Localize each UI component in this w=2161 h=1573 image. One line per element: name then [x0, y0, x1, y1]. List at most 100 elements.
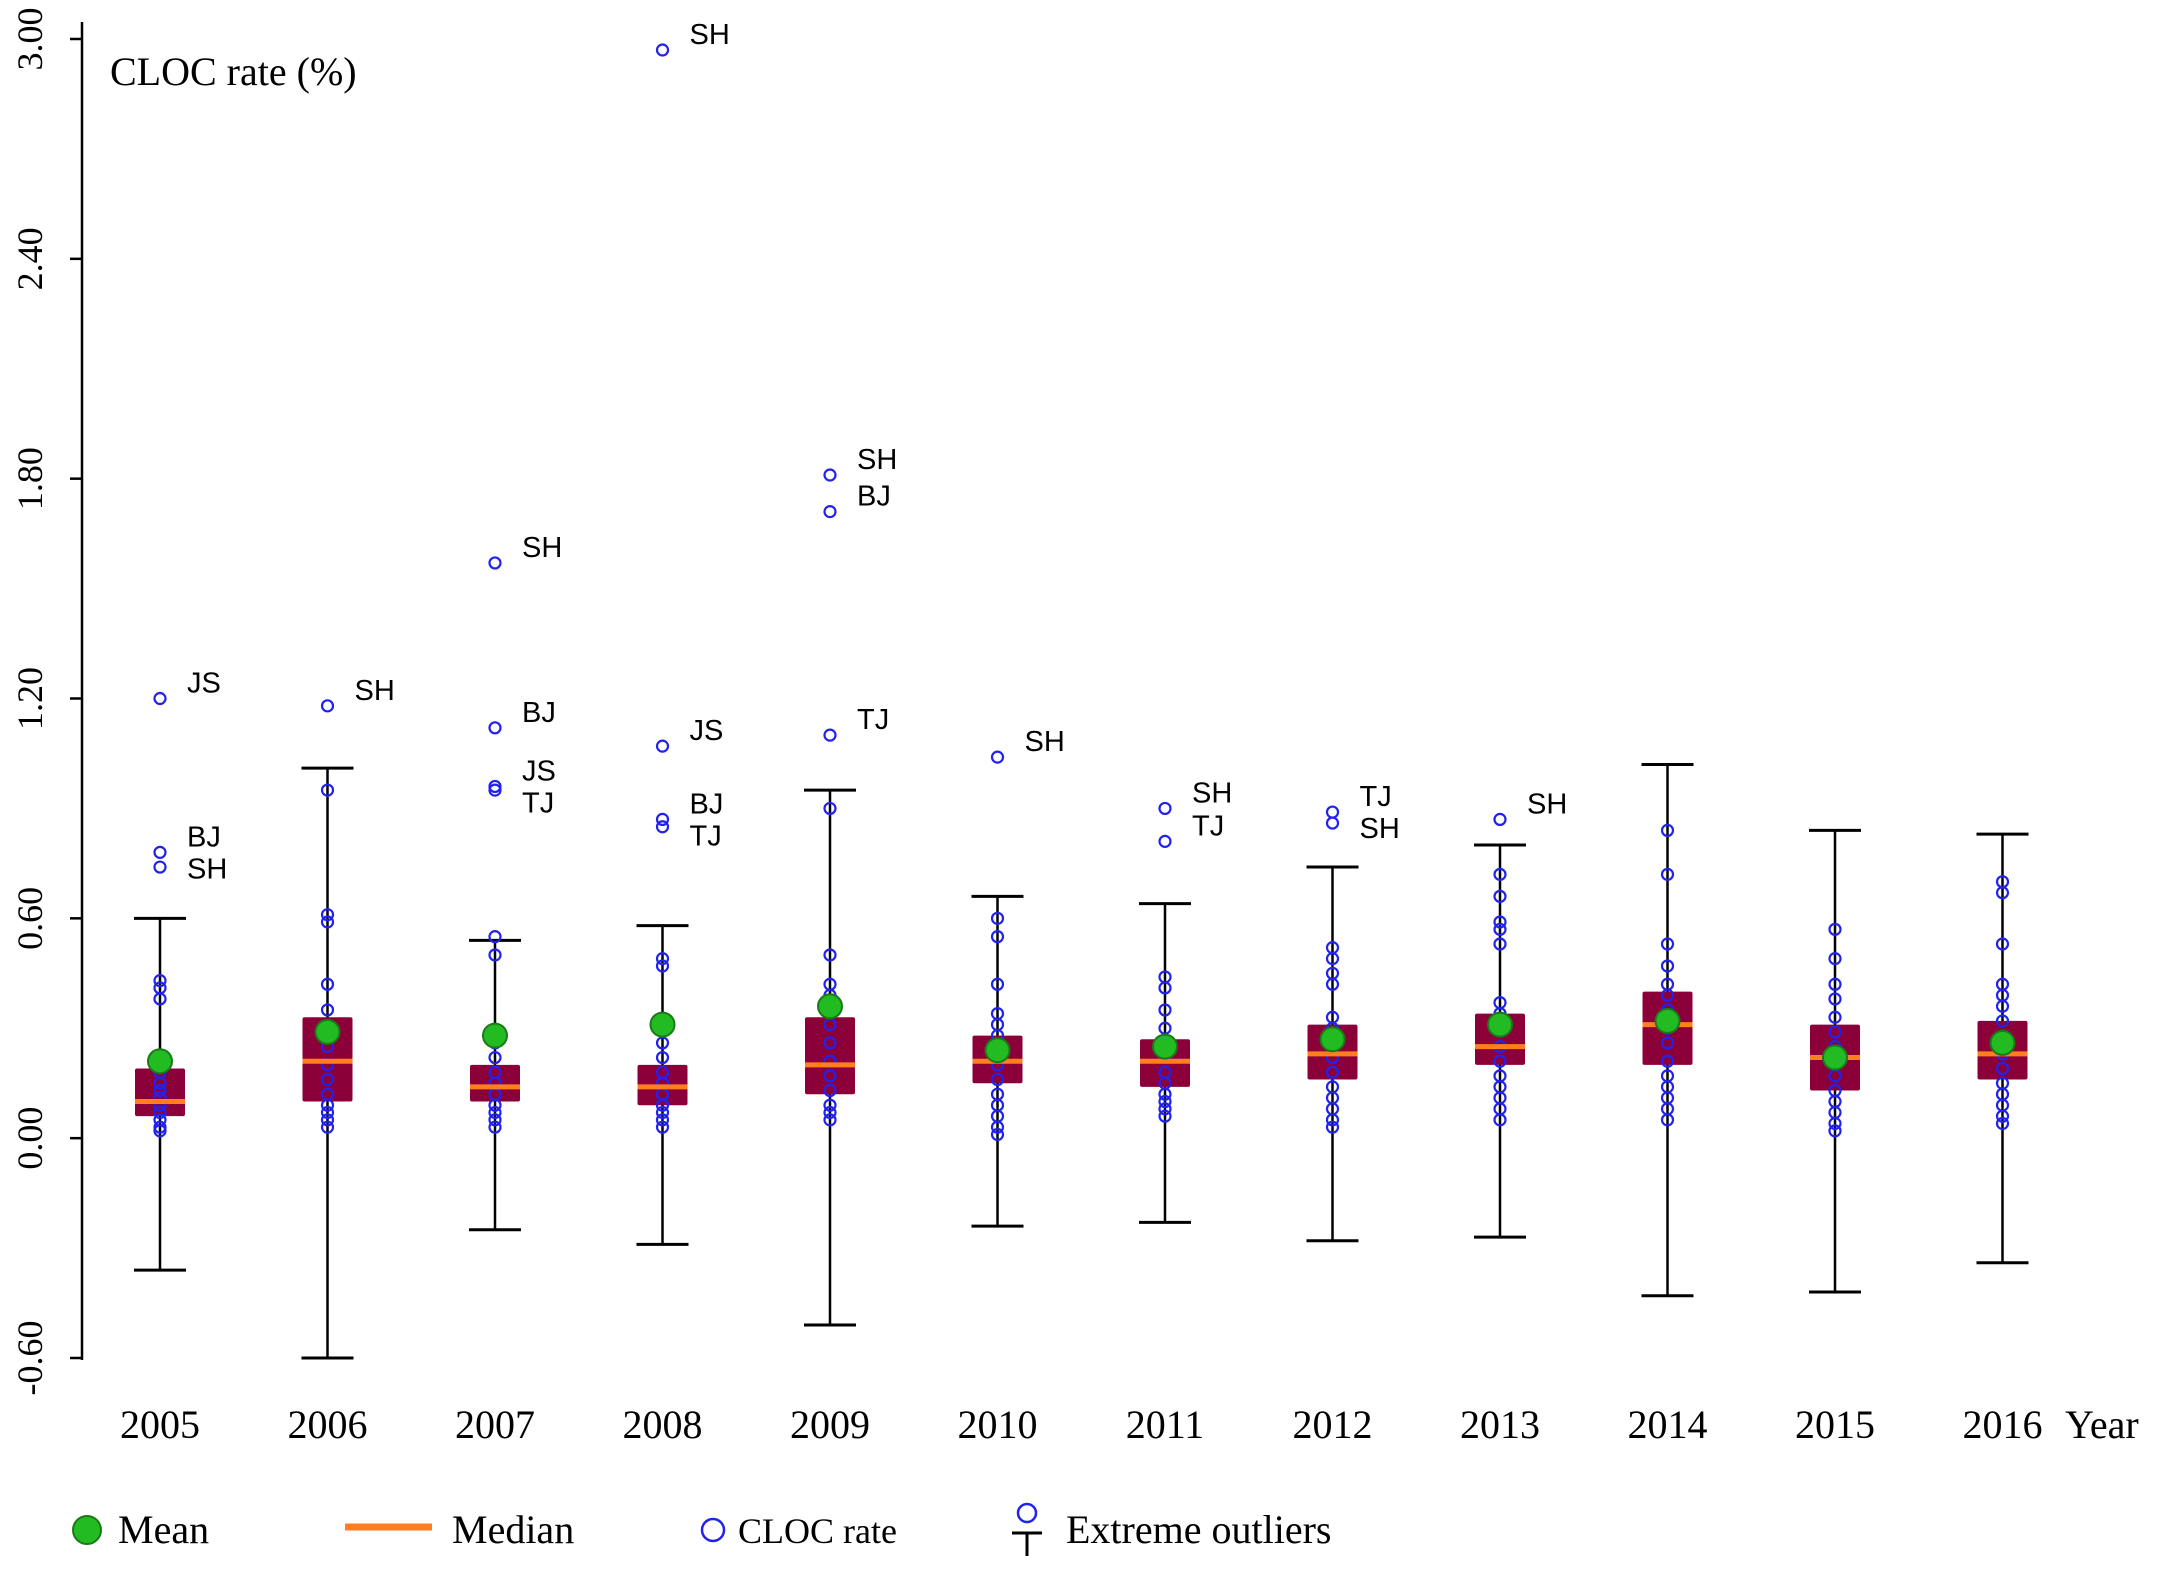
cloc-point	[655, 1065, 670, 1079]
mean-marker	[1654, 1007, 1681, 1034]
cloc-point	[990, 1127, 1005, 1142]
y-tick-label: 3.00	[10, 8, 50, 71]
cloc-point	[655, 1113, 670, 1127]
cloc-point	[1493, 922, 1507, 936]
cloc-point	[1995, 977, 2010, 991]
legend-median-label: Median	[452, 1507, 574, 1552]
cloc-point	[655, 959, 670, 973]
y-tick-label: 0.60	[10, 887, 50, 950]
cloc-point	[990, 1087, 1005, 1101]
cloc-point	[823, 1083, 837, 1098]
extreme-outlier-point	[1325, 816, 1340, 830]
cloc-point	[320, 1113, 335, 1127]
x-tick-label: 2005	[120, 1402, 200, 1447]
extreme-outlier-point	[655, 739, 670, 753]
cloc-point	[153, 1113, 167, 1127]
cloc-point	[320, 915, 335, 929]
cloc-point	[1493, 996, 1507, 1010]
cloc-point	[1158, 970, 1172, 984]
outlier-label: SH	[857, 444, 897, 476]
extreme-outlier-point	[655, 820, 670, 834]
cloc-point	[1828, 922, 1842, 936]
cloc-point	[823, 948, 837, 962]
extreme-outlier-point	[990, 750, 1005, 764]
cloc-point	[1995, 937, 2010, 951]
iqr-box	[470, 1064, 520, 1102]
outlier-label: TJ	[522, 787, 554, 819]
extreme-outlier-point	[488, 783, 502, 797]
x-tick-label: 2011	[1126, 1402, 1205, 1447]
cloc-point	[823, 1105, 837, 1120]
cloc-point	[1995, 1076, 2010, 1090]
x-tick-label: 2007	[455, 1402, 535, 1447]
outlier-label: SH	[1527, 788, 1567, 820]
cloc-point	[1828, 1083, 1842, 1098]
cloc-point	[990, 911, 1005, 925]
cloc-point	[1493, 867, 1507, 881]
extreme-outlier-point	[488, 556, 502, 570]
extreme-outlier-point	[655, 43, 670, 57]
outlier-label: JS	[522, 755, 556, 787]
cloc-point	[320, 977, 335, 991]
cloc-point	[1995, 875, 2010, 889]
x-tick-label: 2012	[1293, 1402, 1373, 1447]
outlier-label: BJ	[857, 481, 891, 513]
cloc-point	[488, 948, 502, 962]
cloc-point	[655, 952, 670, 966]
outlier-label: SH	[355, 675, 395, 707]
x-tick-label: 2015	[1795, 1402, 1875, 1447]
cloc-point	[320, 1072, 335, 1087]
cloc-point	[320, 1120, 335, 1134]
mean-marker	[482, 1022, 508, 1049]
cloc-point	[1660, 977, 1675, 991]
cloc-point	[1493, 889, 1507, 903]
outlier-label: SH	[1192, 777, 1232, 809]
y-tick-layer: 3.00 2.40 1.80 1.20 0.60 0.00 -0.60	[10, 8, 82, 1396]
x-tick-label: 2010	[958, 1402, 1038, 1447]
legend-mean-marker	[72, 1515, 102, 1545]
mean-marker	[314, 1018, 341, 1045]
cloc-point	[823, 801, 837, 816]
cloc-point	[655, 1105, 670, 1120]
whisker-layer	[134, 762, 2029, 1360]
cloc-point	[1828, 977, 1842, 991]
y-tick-label: 2.40	[10, 227, 50, 290]
x-tick-layer: 2005 2006 2007 2008 2009 2010 2011 2012 2013 2014…	[120, 1402, 2043, 1447]
cloc-point	[488, 1050, 502, 1065]
cloc-point	[1660, 1036, 1675, 1050]
cloc-point	[1493, 1054, 1507, 1068]
mean-marker	[1152, 1033, 1178, 1060]
cloc-point	[488, 1065, 502, 1079]
cloc-point	[1325, 1120, 1340, 1134]
mean-marker	[984, 1037, 1011, 1064]
extreme-outlier-point	[1158, 834, 1172, 848]
outlier-label: SH	[187, 853, 227, 885]
cloc-point	[1995, 1061, 2010, 1076]
legend-cloc-marker	[700, 1517, 726, 1543]
point-layer	[153, 43, 2010, 1142]
cloc-point	[153, 1083, 167, 1098]
cloc-point	[1660, 1054, 1675, 1068]
mean-marker	[1822, 1044, 1848, 1071]
cloc-point	[655, 1120, 670, 1134]
cloc-point	[1995, 1014, 2010, 1028]
outlier-label: BJ	[187, 821, 221, 853]
extreme-outlier-point	[823, 728, 837, 742]
y-tick-label: 1.80	[10, 447, 50, 510]
y-tick-label: 0.00	[10, 1107, 50, 1170]
legend-cloc-label: CLOC rate	[738, 1511, 897, 1551]
cloc-point	[1325, 941, 1340, 955]
cloc-point	[1325, 966, 1340, 980]
x-tick-label: 2006	[288, 1402, 368, 1447]
extreme-outlier-point	[823, 505, 837, 519]
mean-marker	[649, 1011, 676, 1038]
cloc-point	[1493, 1069, 1507, 1083]
outlier-label: TJ	[857, 704, 889, 736]
cloc-point	[1828, 992, 1842, 1006]
outlier-label: JS	[690, 715, 724, 747]
extreme-outlier-point	[1325, 805, 1340, 819]
x-tick-label: 2014	[1628, 1402, 1708, 1447]
cloc-point	[823, 1113, 837, 1127]
